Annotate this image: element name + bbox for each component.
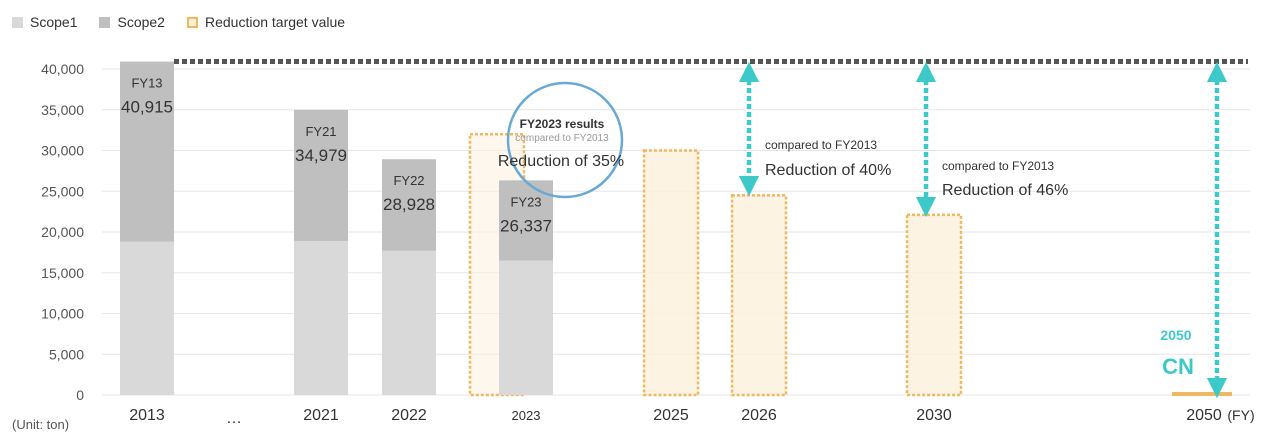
- x-tick-label: 2021: [303, 407, 339, 424]
- y-tick-label: 30,000: [41, 143, 84, 159]
- bar-fy-label: FY23: [510, 194, 541, 209]
- x-tick-label: 2025: [653, 407, 689, 424]
- cn-year-label: 2050: [1160, 327, 1191, 343]
- x-tick-label: 2050: [1186, 407, 1222, 424]
- y-tick-label: 35,000: [41, 102, 84, 118]
- x-axis-unit: (FY): [1227, 407, 1254, 423]
- scope1-bar: [120, 241, 174, 395]
- x-tick-label: …: [226, 410, 242, 427]
- y-tick-label: 10,000: [41, 306, 84, 322]
- bar-fy-label: FY13: [131, 76, 162, 91]
- scope1-bar: [382, 250, 436, 395]
- legend-swatch-scope2: [99, 16, 111, 28]
- fy2023-reduction: Reduction of 35%: [498, 153, 624, 170]
- target-bar-2050: [1172, 392, 1232, 396]
- y-axis: 0 5,000 10,000 15,000 20,000 25,000 30,000 35,0…: [41, 61, 84, 403]
- cn-label: CN: [1162, 354, 1194, 379]
- y-tick-label: 0: [76, 387, 84, 403]
- scope1-bar: [294, 240, 348, 395]
- annotation-2026-sub: compared to FY2013: [765, 138, 877, 152]
- x-axis: 2013 … 2021 2022 2023 2025 2026 2030 2050 (FY) (Un…: [12, 407, 1255, 432]
- bars: FY13 40,915 FY21 34,979 FY22 28,928 FY23 26,337: [120, 61, 1232, 397]
- unit-label: (Unit: ton): [12, 417, 69, 432]
- fy2023-subtitle: compared to FY2013: [515, 133, 609, 144]
- scope2-bar: [294, 109, 348, 241]
- x-tick-label: 2013: [129, 407, 165, 424]
- legend-label-scope1: Scope1: [30, 14, 78, 30]
- target-bar: [642, 149, 700, 397]
- bar-value-label: 26,337: [500, 216, 552, 235]
- y-tick-label: 25,000: [41, 183, 84, 199]
- legend-item-scope1: Scope1: [12, 14, 77, 30]
- scope1-bar: [499, 260, 553, 395]
- x-tick-label: 2022: [391, 407, 427, 424]
- x-tick-label: 2026: [741, 407, 777, 424]
- legend-swatch-scope1: [12, 16, 23, 28]
- legend-item-target: Reduction target value: [186, 14, 346, 30]
- highlight-circle: [506, 81, 624, 199]
- x-tick-label: 2023: [512, 408, 541, 423]
- scope2-bar: [382, 159, 436, 251]
- bar-value-label: 28,928: [383, 195, 435, 214]
- bar-value-label: 40,915: [121, 98, 173, 117]
- y-tick-label: 5,000: [49, 346, 84, 362]
- annotation-2026-reduction: Reduction of 40%: [765, 162, 891, 179]
- annotations: FY2023 results compared to FY2013 Reductio…: [174, 59, 1248, 399]
- bar-value-label: 34,979: [295, 146, 347, 165]
- legend-label-scope2: Scope2: [117, 14, 165, 30]
- annotation-2030-sub: compared to FY2013: [942, 159, 1054, 173]
- legend-swatch-target: [186, 16, 198, 28]
- y-tick-label: 40,000: [41, 61, 84, 77]
- legend-label-target: Reduction target value: [204, 14, 346, 30]
- legend: Scope1 Scope2 Reduction target value: [12, 14, 345, 30]
- x-tick-label: 2030: [916, 407, 952, 424]
- target-bar: [905, 213, 963, 397]
- fy2023-title: FY2023 results: [520, 117, 605, 131]
- bar-fy-label: FY21: [305, 124, 336, 139]
- scope2-bar: [120, 61, 174, 242]
- y-tick-label: 20,000: [41, 224, 84, 240]
- target-bar: [730, 194, 788, 397]
- y-tick-label: 15,000: [41, 265, 84, 281]
- annotation-2030-reduction: Reduction of 46%: [942, 182, 1068, 199]
- bar-fy-label: FY22: [393, 173, 424, 188]
- legend-item-scope2: Scope2: [99, 14, 165, 30]
